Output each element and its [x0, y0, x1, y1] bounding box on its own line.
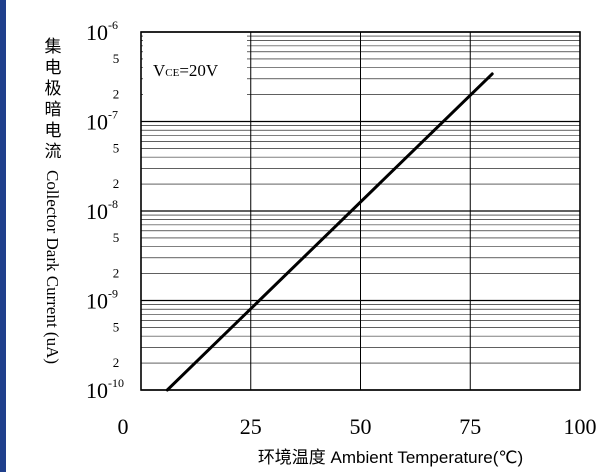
- series-group: [165, 72, 494, 392]
- y-axis-title-cjk: 集电极暗电流: [45, 37, 62, 161]
- tick-base: 10: [86, 20, 108, 45]
- y-minor-tick-label: 2: [113, 176, 120, 191]
- annotation-text: VCE=20V: [153, 61, 219, 80]
- y-major-tick-label: 10-7: [86, 108, 118, 135]
- tick-exponent: -6: [108, 18, 118, 32]
- x-tick-label: 25: [240, 414, 262, 439]
- series-line: [165, 72, 494, 392]
- annotation-subscript: CE: [165, 67, 179, 79]
- tick-exponent: -10: [108, 376, 124, 390]
- x-tick-label: 100: [564, 414, 597, 439]
- x-tick-label: 0: [118, 414, 129, 439]
- tick-exponent: -7: [108, 108, 118, 122]
- y-axis-title: 集电极暗电流 Collector Dark Current (uA): [43, 37, 62, 364]
- vce-annotation: VCE=20V: [143, 34, 247, 100]
- y-title-char: 暗: [45, 100, 62, 119]
- y-title-char: 电: [45, 58, 62, 77]
- y-minor-tick-label: 2: [113, 87, 120, 102]
- x-tick-label: 75: [459, 414, 481, 439]
- annotation-suffix: =20V: [179, 61, 219, 80]
- tick-base: 10: [86, 289, 108, 314]
- y-major-tick-labels: 10-610-710-810-910-10: [86, 18, 124, 403]
- y-major-tick-label: 10-10: [86, 376, 124, 403]
- left-accent-bar: [0, 0, 6, 472]
- y-major-tick-label: 10-9: [86, 287, 118, 314]
- x-tick-label: 50: [350, 414, 372, 439]
- y-title-char: 极: [45, 79, 62, 98]
- y-minor-tick-label: 5: [113, 140, 120, 155]
- y-minor-tick-labels: 5 2 5 2 5 2 5 2: [113, 51, 120, 370]
- tick-base: 10: [86, 378, 108, 403]
- y-minor-tick-label: 5: [113, 319, 120, 334]
- y-minor-tick-label: 2: [113, 355, 120, 370]
- y-title-char: 流: [45, 142, 62, 161]
- annotation-prefix: V: [153, 61, 166, 80]
- plot-frame: [140, 31, 581, 391]
- y-major-tick-label: 10-8: [86, 197, 118, 224]
- tick-exponent: -8: [108, 197, 118, 211]
- y-title-char: 集: [45, 37, 62, 56]
- y-minor-tick-label: 2: [113, 266, 120, 281]
- tick-exponent: -9: [108, 287, 118, 301]
- tick-base: 10: [86, 110, 108, 135]
- annotation-box: [143, 34, 247, 100]
- y-axis-title-en: Collector Dark Current (uA): [43, 170, 62, 364]
- x-tick-labels: 0 25 50 75 100: [118, 414, 597, 439]
- y-title-char: 电: [45, 121, 62, 140]
- y-major-tick-label: 10-6: [86, 18, 118, 45]
- tick-base: 10: [86, 199, 108, 224]
- y-minor-tick-label: 5: [113, 230, 120, 245]
- x-axis-title: 环境温度 Ambient Temperature(℃): [258, 448, 523, 467]
- y-minor-tick-label: 5: [113, 51, 120, 66]
